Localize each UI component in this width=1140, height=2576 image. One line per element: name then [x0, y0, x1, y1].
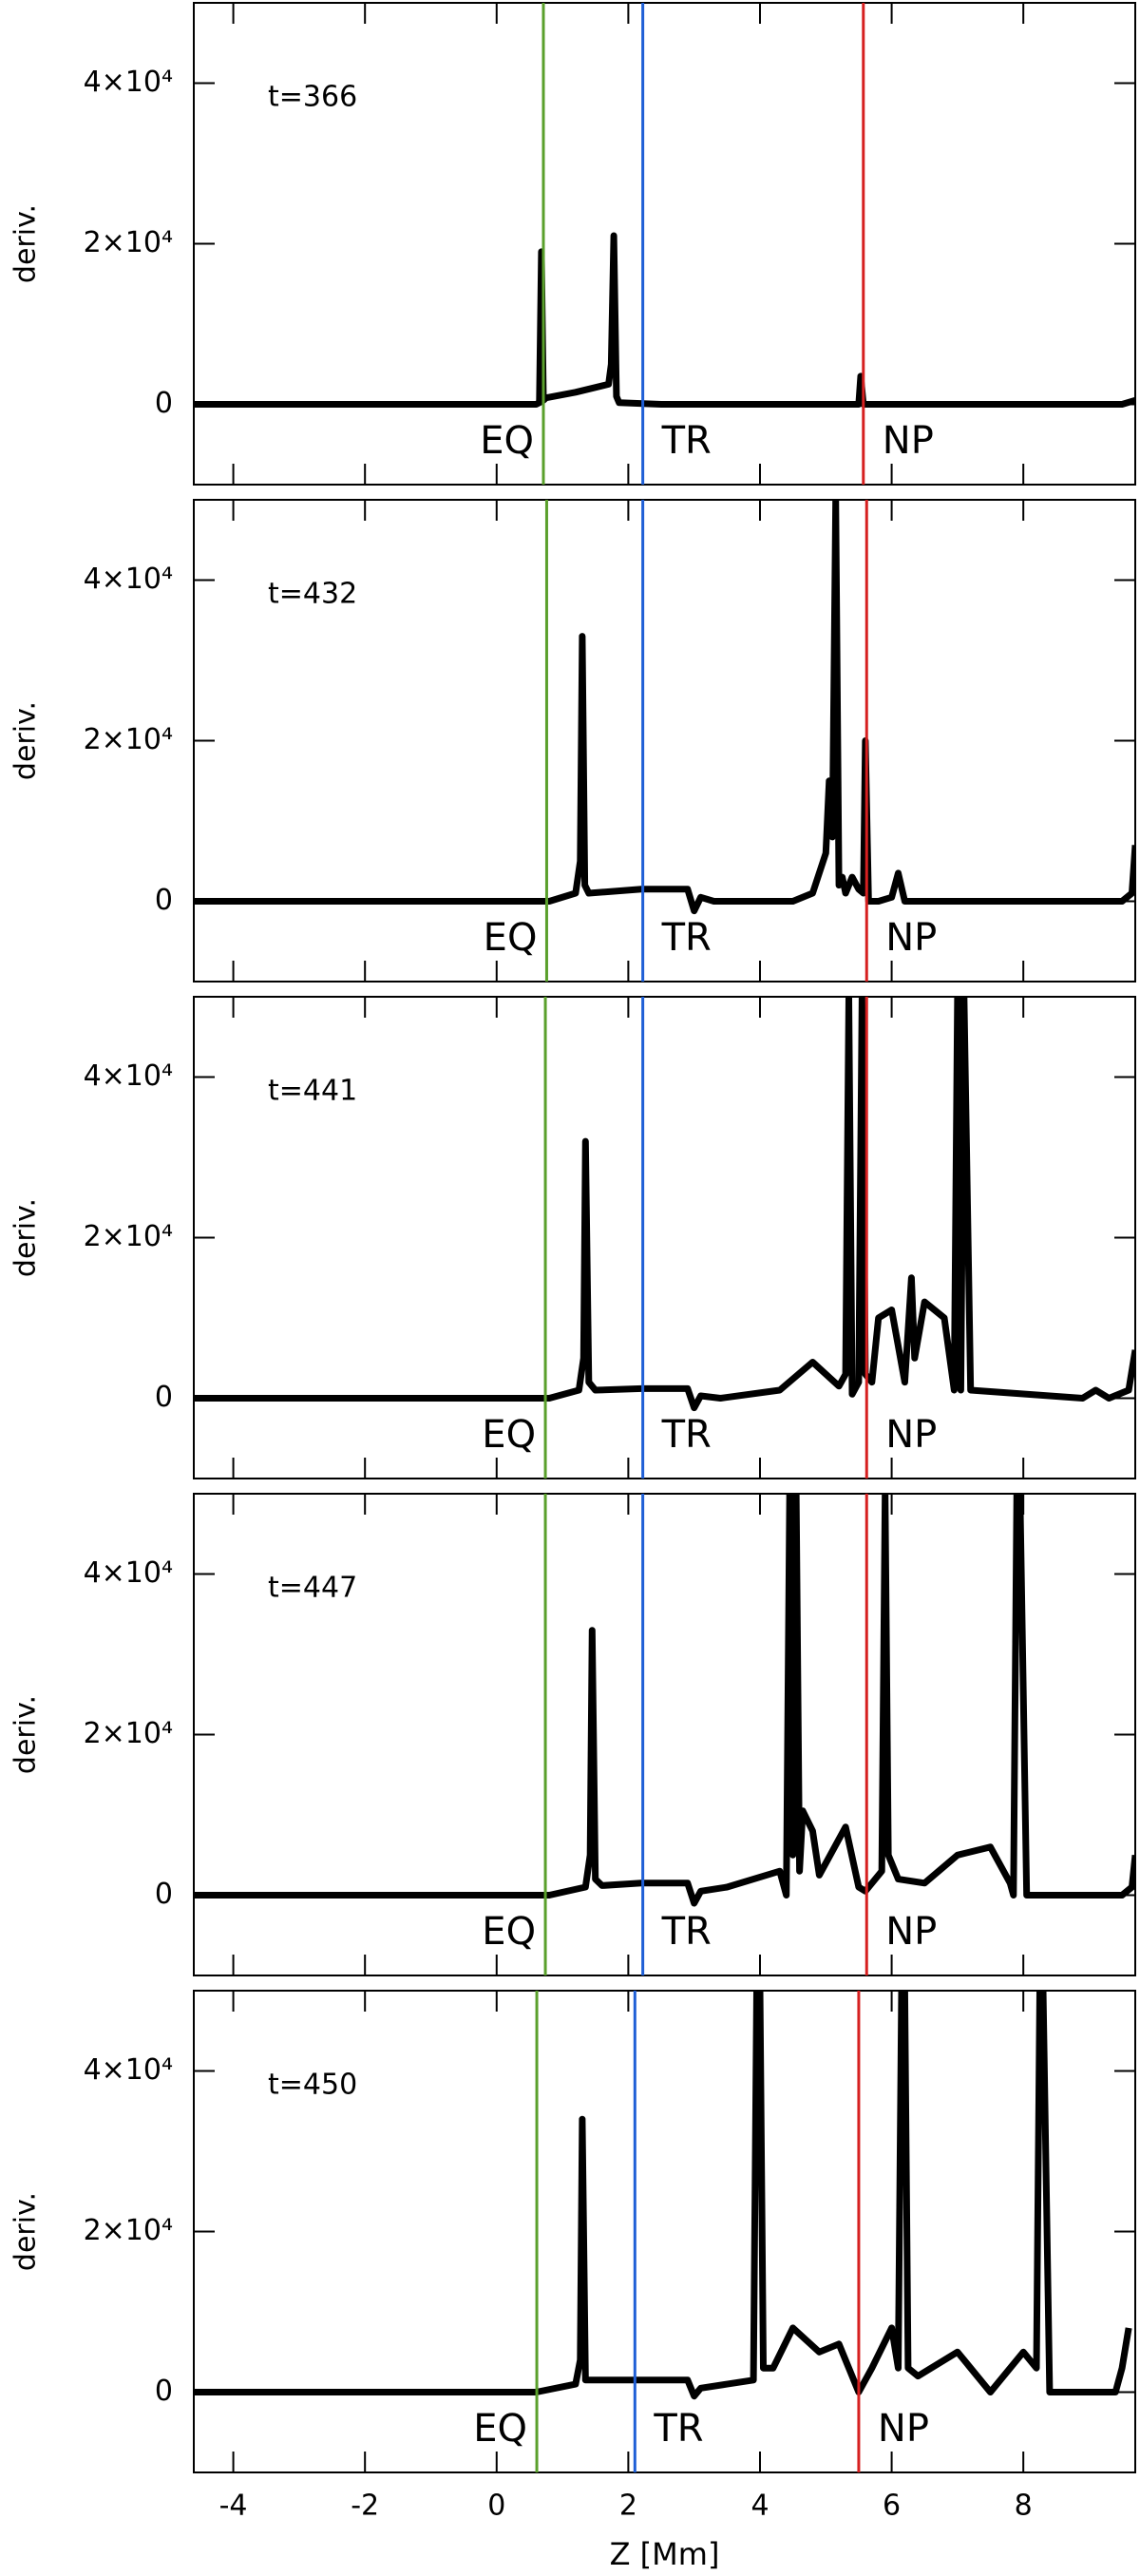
- y-axis-label: deriv.: [10, 204, 43, 283]
- x-tick-label: -2: [351, 2490, 379, 2523]
- x-tick-label: 2: [619, 2490, 637, 2523]
- y-tick-label: 0: [155, 1381, 173, 1414]
- plot-frame: [193, 499, 1136, 983]
- plot-frame: [193, 1493, 1136, 1976]
- marker-label: TR: [661, 1413, 712, 1457]
- y-tick-label: 2×10⁴: [84, 226, 173, 259]
- plot-frame: [193, 2, 1136, 486]
- marker-label: NP: [878, 2407, 929, 2451]
- x-tick-label: 8: [1015, 2490, 1033, 2523]
- marker-label: EQ: [473, 2407, 527, 2451]
- y-tick-label: 4×10⁴: [84, 1556, 173, 1590]
- marker-label: NP: [883, 419, 934, 463]
- y-tick-label: 0: [155, 2375, 173, 2408]
- x-tick-label: 0: [487, 2490, 505, 2523]
- y-tick-label: 0: [155, 884, 173, 917]
- y-tick-label: 2×10⁴: [84, 723, 173, 756]
- y-tick-label: 2×10⁴: [84, 1220, 173, 1253]
- y-tick-label: 4×10⁴: [84, 66, 173, 99]
- y-tick-label: 2×10⁴: [84, 2214, 173, 2247]
- y-tick-label: 0: [155, 387, 173, 420]
- marker-label: EQ: [480, 419, 534, 463]
- y-axis-label: deriv.: [10, 1695, 43, 1774]
- y-tick-label: 4×10⁴: [84, 2053, 173, 2087]
- y-axis-label: deriv.: [10, 1198, 43, 1277]
- annotation: t=441: [268, 1075, 357, 1108]
- marker-label: TR: [661, 1910, 712, 1954]
- marker-label: NP: [885, 916, 937, 960]
- data-line: [194, 1991, 1132, 2400]
- marker-label: TR: [661, 419, 712, 463]
- y-tick-label: 4×10⁴: [84, 563, 173, 596]
- y-tick-label: 2×10⁴: [84, 1717, 173, 1750]
- marker-label: EQ: [484, 916, 538, 960]
- annotation: t=447: [268, 1572, 357, 1605]
- plot-frame: [193, 996, 1136, 1479]
- data-line: [194, 1494, 1135, 1907]
- annotation: t=366: [268, 81, 357, 114]
- x-tick-label: -4: [219, 2490, 248, 2523]
- marker-label: TR: [653, 2407, 703, 2451]
- marker-label: NP: [885, 1910, 937, 1954]
- marker-label: EQ: [482, 1910, 536, 1954]
- data-line: [194, 997, 1135, 1412]
- x-tick-label: 6: [883, 2490, 901, 2523]
- data-line: [194, 232, 1135, 408]
- x-tick-label: 4: [750, 2490, 769, 2523]
- y-tick-label: 0: [155, 1878, 173, 1911]
- marker-label: EQ: [482, 1413, 536, 1457]
- y-axis-label: deriv.: [10, 2192, 43, 2271]
- y-tick-label: 4×10⁴: [84, 1059, 173, 1093]
- data-line: [194, 500, 1135, 915]
- marker-label: NP: [885, 1413, 937, 1457]
- marker-label: TR: [661, 916, 712, 960]
- annotation: t=450: [268, 2069, 357, 2102]
- plot-frame: [193, 1990, 1136, 2473]
- annotation: t=432: [268, 578, 357, 611]
- x-axis-label: Z [Mm]: [610, 2536, 720, 2572]
- y-axis-label: deriv.: [10, 701, 43, 780]
